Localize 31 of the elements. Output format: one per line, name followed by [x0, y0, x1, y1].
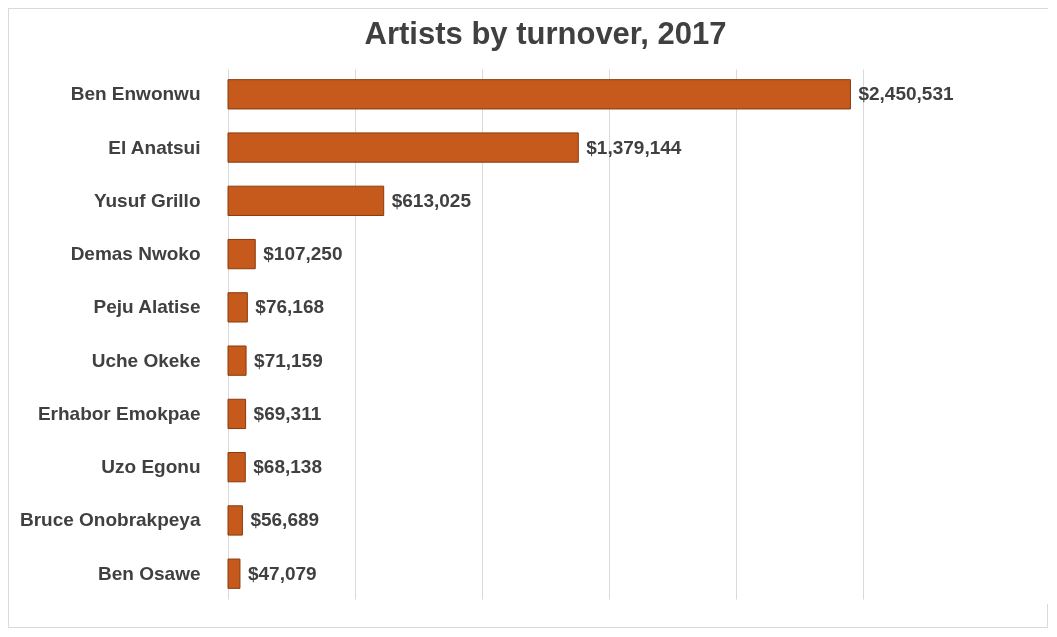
- y-tick-label: Erhabor Emokpae: [37, 402, 201, 424]
- bar: [227, 185, 385, 216]
- y-tick-label: Yusuf Grillo: [93, 189, 201, 211]
- bar: [227, 345, 247, 376]
- bar: [227, 505, 243, 536]
- y-tick-label: El Anatsui: [108, 136, 201, 158]
- y-tick-label: Demas Nwoko: [70, 243, 201, 265]
- data-label: $68,138: [253, 456, 322, 478]
- data-label: $76,168: [255, 296, 325, 318]
- bar: [227, 558, 241, 589]
- bar: [227, 292, 248, 323]
- bar: [227, 452, 246, 483]
- data-label: $107,250: [263, 243, 343, 265]
- data-label: $613,025: [391, 189, 472, 211]
- data-label: $47,079: [247, 562, 317, 584]
- chart-title: Artists by turnover, 2017: [364, 16, 727, 51]
- y-tick-label: Uche Okeke: [91, 349, 201, 371]
- bar: [227, 398, 247, 430]
- bar: [227, 238, 256, 270]
- y-tick-label: Bruce Onobrakpeya: [19, 509, 201, 531]
- data-label: $1,379,144: [586, 136, 682, 158]
- y-tick-label: Ben Osawe: [98, 562, 201, 584]
- data-label: $2,450,531: [858, 83, 954, 105]
- bar: [227, 79, 851, 110]
- bar: [227, 132, 579, 163]
- data-label: $69,311: [253, 402, 322, 424]
- y-tick-label: Uzo Egonu: [101, 456, 201, 478]
- y-tick-label: Peju Alatise: [93, 296, 201, 318]
- data-label: $71,159: [254, 349, 323, 371]
- y-tick-label: Ben Enwonwu: [70, 83, 201, 105]
- data-label: $56,689: [250, 509, 320, 531]
